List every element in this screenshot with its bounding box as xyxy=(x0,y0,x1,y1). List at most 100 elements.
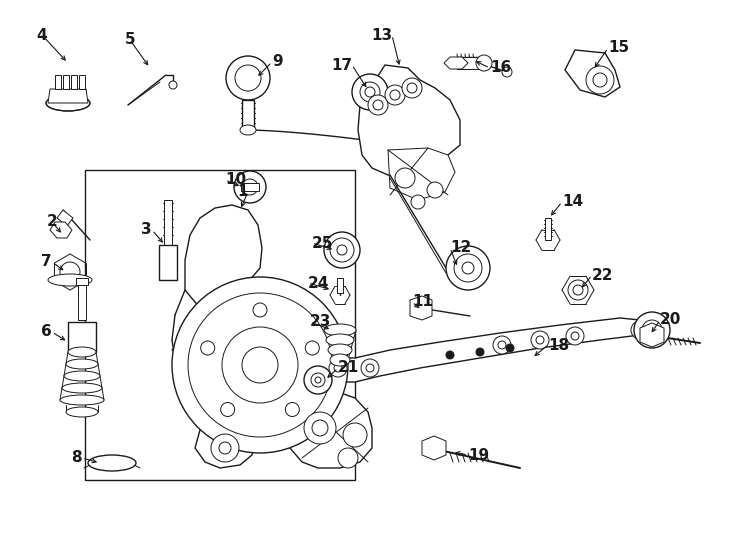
Ellipse shape xyxy=(62,383,102,393)
Circle shape xyxy=(337,245,347,255)
Circle shape xyxy=(446,351,454,359)
Bar xyxy=(337,278,343,293)
Circle shape xyxy=(476,348,484,356)
Circle shape xyxy=(593,73,607,87)
Circle shape xyxy=(304,366,332,394)
Circle shape xyxy=(506,344,514,352)
Circle shape xyxy=(368,95,388,115)
Text: 17: 17 xyxy=(331,57,352,72)
Circle shape xyxy=(642,320,662,340)
Circle shape xyxy=(402,78,422,98)
Circle shape xyxy=(360,82,380,102)
Circle shape xyxy=(242,347,278,383)
Polygon shape xyxy=(57,210,73,226)
Circle shape xyxy=(411,195,425,209)
Circle shape xyxy=(586,66,614,94)
Bar xyxy=(545,218,551,240)
Polygon shape xyxy=(444,57,468,69)
Ellipse shape xyxy=(326,334,354,346)
Circle shape xyxy=(221,402,235,416)
Text: 19: 19 xyxy=(468,448,489,462)
Polygon shape xyxy=(76,278,88,285)
Ellipse shape xyxy=(330,354,350,366)
Circle shape xyxy=(219,442,231,454)
Polygon shape xyxy=(422,436,446,460)
Circle shape xyxy=(498,341,506,349)
Circle shape xyxy=(407,83,417,93)
Circle shape xyxy=(462,262,474,274)
Polygon shape xyxy=(358,65,460,178)
Circle shape xyxy=(366,364,374,372)
Circle shape xyxy=(304,412,336,444)
Polygon shape xyxy=(50,222,72,238)
Text: 18: 18 xyxy=(548,338,569,353)
Text: 7: 7 xyxy=(41,254,52,269)
Circle shape xyxy=(446,246,490,290)
Circle shape xyxy=(338,448,358,468)
Circle shape xyxy=(573,285,583,295)
Circle shape xyxy=(454,254,482,282)
Text: 16: 16 xyxy=(490,60,512,76)
Circle shape xyxy=(329,359,347,377)
Text: 1: 1 xyxy=(238,185,248,199)
Circle shape xyxy=(571,332,579,340)
Circle shape xyxy=(188,293,332,437)
Circle shape xyxy=(242,179,258,195)
Text: 22: 22 xyxy=(592,267,614,282)
Circle shape xyxy=(334,364,342,372)
Ellipse shape xyxy=(60,395,104,405)
Text: 15: 15 xyxy=(608,40,629,56)
Bar xyxy=(241,183,259,191)
Circle shape xyxy=(235,65,261,91)
Circle shape xyxy=(200,341,214,355)
Polygon shape xyxy=(71,75,77,89)
Text: 23: 23 xyxy=(310,314,331,329)
Polygon shape xyxy=(195,422,255,468)
Polygon shape xyxy=(286,392,372,468)
Bar xyxy=(85,170,355,480)
Polygon shape xyxy=(410,296,432,320)
Text: 21: 21 xyxy=(338,361,359,375)
Text: 8: 8 xyxy=(71,450,82,465)
Circle shape xyxy=(502,67,512,77)
Circle shape xyxy=(315,377,321,383)
Text: 11: 11 xyxy=(412,294,433,309)
Polygon shape xyxy=(55,75,61,89)
Ellipse shape xyxy=(64,371,100,381)
Ellipse shape xyxy=(66,407,98,417)
Text: 14: 14 xyxy=(562,194,583,210)
Text: 24: 24 xyxy=(308,275,330,291)
Ellipse shape xyxy=(46,95,90,111)
Text: 6: 6 xyxy=(41,325,52,340)
Polygon shape xyxy=(310,318,660,382)
Polygon shape xyxy=(565,50,620,97)
Circle shape xyxy=(169,81,177,89)
Text: 10: 10 xyxy=(225,172,246,187)
Circle shape xyxy=(352,74,388,110)
Circle shape xyxy=(634,312,670,348)
Circle shape xyxy=(222,327,298,403)
Circle shape xyxy=(395,168,415,188)
Ellipse shape xyxy=(66,359,98,369)
Ellipse shape xyxy=(328,344,352,356)
Bar xyxy=(68,322,96,352)
Circle shape xyxy=(343,423,367,447)
Circle shape xyxy=(531,331,549,349)
Polygon shape xyxy=(63,75,69,89)
Ellipse shape xyxy=(48,274,92,286)
Text: 9: 9 xyxy=(272,55,283,70)
Ellipse shape xyxy=(68,347,96,357)
Bar xyxy=(164,200,172,245)
Polygon shape xyxy=(79,75,85,89)
Circle shape xyxy=(172,277,348,453)
Circle shape xyxy=(311,373,325,387)
Circle shape xyxy=(373,100,383,110)
Circle shape xyxy=(636,326,644,334)
Circle shape xyxy=(330,238,354,262)
Circle shape xyxy=(253,303,267,317)
Bar xyxy=(78,285,86,320)
Text: 12: 12 xyxy=(450,240,471,255)
Bar xyxy=(242,100,254,130)
Circle shape xyxy=(385,85,405,105)
Circle shape xyxy=(568,280,588,300)
